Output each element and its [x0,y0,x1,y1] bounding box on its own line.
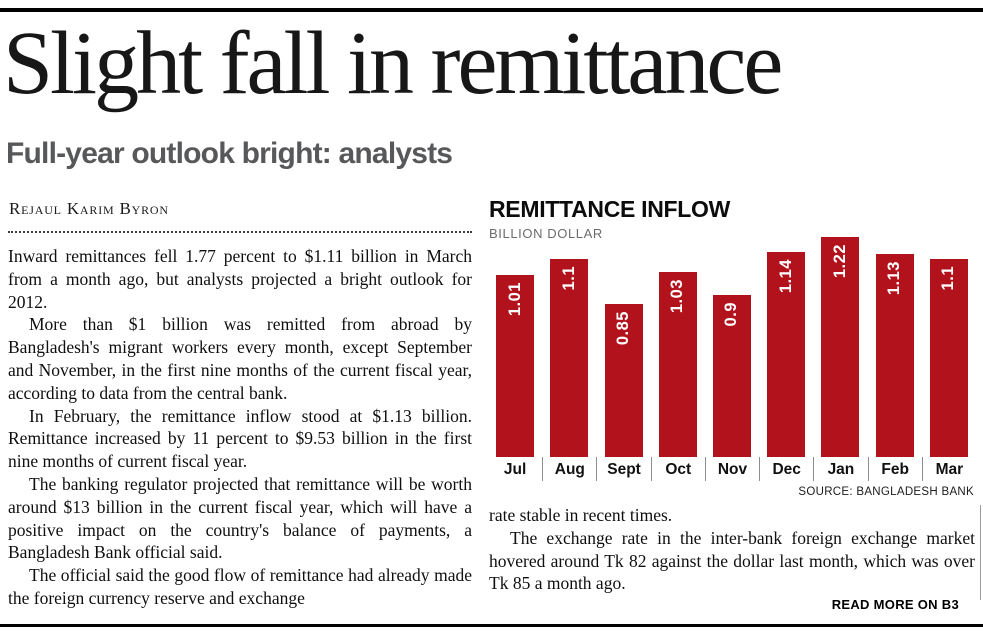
bar-value-label: 0.9 [722,302,741,327]
article-paragraph: rate stable in recent times. [489,505,673,525]
chart-bar-column: 1.01 Jul [488,225,542,481]
byline-dotted-rule [8,231,472,233]
article-paragraph: The official said the good flow of remit… [8,565,472,608]
x-axis-label: Oct [650,457,705,481]
bar-jul: 1.01 [496,275,535,457]
x-axis-label: Jan [813,457,867,481]
column-rule [980,505,981,600]
bar-value-label: 1.1 [559,266,578,291]
bar-value-label: 1.01 [505,282,524,317]
bar-jan: 1.22 [821,237,860,457]
article-right-column: rate stable in recent times. The exchange… [489,504,975,595]
chart-unit-label: BILLION DOLLAR [489,226,603,241]
chart-bar-column: 1.1 Aug [542,225,596,481]
bar-value-label: 1.14 [776,258,795,293]
bar-value-label: 1.03 [668,278,687,313]
bottom-rule [0,624,983,627]
subheadline: Full-year outlook bright: analysts [6,137,453,170]
bar-oct: 1.03 [658,271,697,457]
article-paragraph: Inward remittances fell 1.77 percent to … [8,246,472,312]
chart-plot-area: BILLION DOLLAR 1.01 Jul 1.1 Aug 0.85 Sept 1.03… [488,225,976,481]
bar-value-label: 0.85 [614,311,633,346]
chart-bar-column: 1.03 Oct [650,225,705,481]
article-paragraph: More than $1 billion was remitted from a… [8,314,472,403]
chart-source: SOURCE: BANGLADESH BANK [798,486,974,498]
article-paragraph: The exchange rate in the inter-bank fore… [489,527,975,594]
x-axis-label: Nov [704,457,759,481]
bar-feb: 1.13 [875,253,914,457]
bar-value-label: 1.13 [885,260,904,295]
bar-value-label: 1.1 [939,266,958,291]
bar-nov: 0.9 [712,295,751,457]
chart-bar-column: 1.14 Dec [759,225,813,481]
bar-value-label: 1.22 [830,244,849,279]
headline: Slight fall in remittance [3,14,783,113]
article-paragraph: The banking regulator projected that rem… [8,473,472,563]
x-axis-label: Feb [867,457,922,481]
chart-bar-column: 0.85 Sept [596,225,650,481]
article-paragraph: In February, the remittance inflow stood… [8,405,472,472]
x-axis-label: Jul [503,461,527,478]
bar-dec: 1.14 [767,251,806,457]
bar-mar: 1.1 [929,259,968,457]
top-rule [0,8,983,12]
read-more-note: READ MORE ON B3 [831,597,959,612]
x-axis-label: Aug [542,457,596,481]
chart-bar-column: 1.22 Jan [813,225,867,481]
byline: Rejaul Karim Byron [9,199,169,218]
chart-title: REMITTANCE INFLOW [489,196,731,222]
x-axis-label: Sept [596,457,650,481]
bar-aug: 1.1 [550,259,589,457]
chart-bar-column: 1.1 Mar [921,225,976,481]
chart-bar-column: 1.13 Feb [867,225,922,481]
chart-bar-column: 0.9 Nov [704,225,759,481]
bar-sept: 0.85 [604,304,643,457]
chart-bars: 1.01 Jul 1.1 Aug 0.85 Sept 1.03 Oct 0.9 Nov 1.14 De… [488,225,976,481]
remittance-inflow-chart: REMITTANCE INFLOW BILLION DOLLAR 1.01 Jul… [488,196,976,498]
article-left-column: Inward remittances fell 1.77 percent to … [8,245,472,610]
x-axis-label: Mar [921,457,976,481]
x-axis-label: Dec [759,457,813,481]
